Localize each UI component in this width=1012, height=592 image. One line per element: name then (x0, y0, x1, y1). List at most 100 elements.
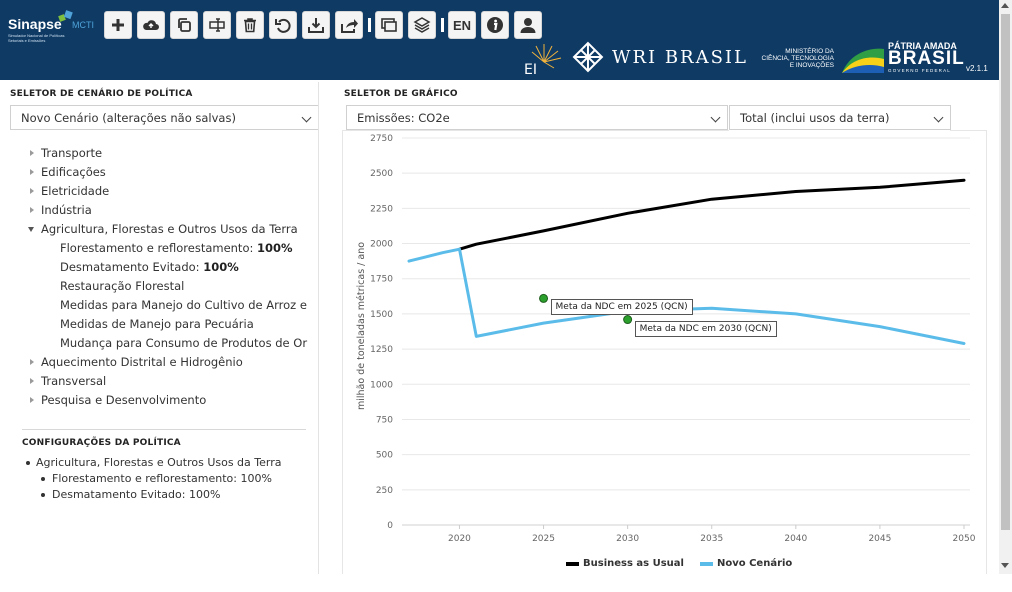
scenario-select[interactable]: Novo Cenário (alterações não salvas) (10, 105, 319, 130)
tree-item-label: Transporte (41, 146, 103, 160)
policy-value: 100% (203, 260, 239, 274)
governo-federal-logo: PÁTRIA AMADA BRASIL GOVERNO FEDERAL (842, 41, 964, 75)
x-tick-label: 2035 (700, 534, 723, 544)
ministry-line: CIÊNCIA, TECNOLOGIA (761, 55, 834, 62)
undo-icon (275, 18, 291, 33)
tree-item-eletricidade[interactable]: Eletricidade (28, 183, 308, 202)
metric-select-value: Emissões: CO2e (357, 110, 450, 125)
caret-right-icon (30, 359, 34, 365)
toolbar-separator (368, 18, 371, 32)
policy-restauracao[interactable]: Restauração Florestal (28, 278, 308, 297)
y-tick-label: 250 (376, 486, 393, 496)
policy-consumo[interactable]: Mudança para Consumo de Produtos de Orig… (28, 335, 308, 354)
info-button[interactable] (481, 11, 509, 39)
tree-item-aquecimento[interactable]: Aquecimento Distrital e Hidrogênio (28, 354, 308, 373)
download-button[interactable] (302, 11, 330, 39)
metric-select[interactable]: Emissões: CO2e (346, 105, 728, 130)
legend-item-bau[interactable]: Business as Usual (566, 558, 684, 569)
section-divider (22, 429, 306, 430)
policy-label: Restauração Florestal (60, 279, 185, 293)
layers-button[interactable] (408, 11, 436, 39)
download-icon (308, 18, 324, 33)
toolbar-separator (441, 18, 444, 32)
language-button[interactable]: EN (448, 11, 476, 39)
config-item-label: Florestamento e reflorestamento: 100% (52, 472, 272, 485)
chart-frame-right (986, 130, 987, 574)
language-label: EN (452, 17, 472, 33)
chevron-down-icon (301, 112, 312, 123)
policy-florestamento[interactable]: Florestamento e reflorestamento: 100% (28, 240, 308, 259)
trash-icon (244, 18, 256, 33)
rename-icon (209, 18, 225, 32)
scroll-down-arrow-icon[interactable] (1001, 563, 1009, 568)
x-tick-label: 2020 (448, 534, 471, 544)
tree-item-transporte[interactable]: Transporte (28, 145, 308, 164)
policy-desmatamento[interactable]: Desmatamento Evitado: 100% (28, 259, 308, 278)
tree-item-transversal[interactable]: Transversal (28, 373, 308, 392)
policy-label: Desmatamento Evitado: (60, 260, 204, 274)
sinapse-logo[interactable]: Sinapse MCTI Simulador Nacional de Polít… (8, 10, 98, 43)
chevron-down-icon (710, 112, 721, 123)
y-tick-label: 0 (387, 521, 393, 531)
tree-item-label: Transversal (41, 374, 107, 388)
policy-selector-label: SELETOR DE CENÁRIO DE POLÍTICA (10, 89, 193, 99)
logo-name: Sinapse (8, 16, 62, 32)
tree-item-industria[interactable]: Indústria (28, 202, 308, 221)
legend-label: Business as Usual (583, 558, 684, 569)
info-icon (487, 17, 503, 33)
reset-button[interactable] (269, 11, 297, 39)
new-scenario-button[interactable] (104, 11, 132, 39)
y-tick-label: 1000 (370, 380, 393, 390)
logo-tag: MCTI (72, 20, 94, 30)
tree-item-label: Aquecimento Distrital e Hidrogênio (41, 355, 243, 369)
rename-button[interactable] (203, 11, 231, 39)
ei-logo: EI (524, 44, 562, 76)
gov-top-text: PÁTRIA AMADA (888, 41, 957, 51)
legend-swatch (699, 561, 713, 566)
bullet-icon (41, 493, 45, 497)
wri-mark-icon (572, 41, 604, 73)
scope-select[interactable]: Total (inclui usos da terra) (729, 105, 951, 130)
logo-subtitle: Simulador Nacional de Políticas Setoriai… (8, 33, 65, 43)
delete-button[interactable] (236, 11, 264, 39)
policy-label: Medidas para Manejo do Cultivo de Arroz … (60, 298, 308, 312)
user-icon (520, 18, 536, 33)
y-tick-label: 500 (376, 451, 393, 461)
tree-item-afolu[interactable]: Agricultura, Florestas e Outros Usos da … (28, 221, 308, 240)
y-tick-label: 2000 (370, 240, 393, 250)
tree-item-label: Edificações (41, 165, 106, 179)
compare-button[interactable] (375, 11, 403, 39)
policy-label: Mudança para Consumo de Produtos de Orig… (60, 336, 308, 350)
chart-frame-left (342, 130, 343, 574)
ndc-target-marker (623, 315, 633, 325)
cloud-upload-icon (143, 20, 159, 30)
page-scrollbar[interactable] (999, 0, 1012, 574)
series-line-novo (407, 247, 966, 345)
chart-frame-top (342, 130, 729, 131)
legend-item-novo[interactable]: Novo Cenário (699, 558, 792, 569)
bullet-icon (41, 477, 45, 481)
tree-item-edificacoes[interactable]: Edificações (28, 164, 308, 183)
tree-item-label: Agricultura, Florestas e Outros Usos da … (41, 222, 298, 236)
scope-select-value: Total (inclui usos da terra) (740, 110, 890, 125)
scroll-up-arrow-icon[interactable] (1001, 3, 1009, 8)
cloud-button[interactable] (137, 11, 165, 39)
ndc-target-marker (539, 293, 549, 303)
policy-pecuaria[interactable]: Medidas de Manejo para Pecuária (28, 316, 308, 335)
x-tick-label: 2040 (784, 534, 807, 544)
wri-brasil-logo: WRI BRASIL (572, 40, 748, 74)
user-button[interactable] (514, 11, 542, 39)
tree-item-pesquisa[interactable]: Pesquisa e Desenvolvimento (28, 392, 308, 411)
version-label: v2.1.1 (966, 64, 988, 73)
policy-arroz[interactable]: Medidas para Manejo do Cultivo de Arroz … (28, 297, 308, 316)
scroll-thumb[interactable] (1001, 14, 1010, 530)
config-item: Florestamento e reflorestamento: 100% (24, 471, 282, 487)
config-label: CONFIGURAÇÕES DA POLÍTICA (22, 438, 181, 448)
share-button[interactable] (335, 11, 363, 39)
copy-button[interactable] (170, 11, 198, 39)
main-toolbar: EN (104, 10, 547, 40)
chart-frame-top (950, 130, 987, 131)
svg-text:EI: EI (524, 62, 537, 76)
y-axis-label: milhão de toneladas métricas / ano (356, 241, 367, 410)
